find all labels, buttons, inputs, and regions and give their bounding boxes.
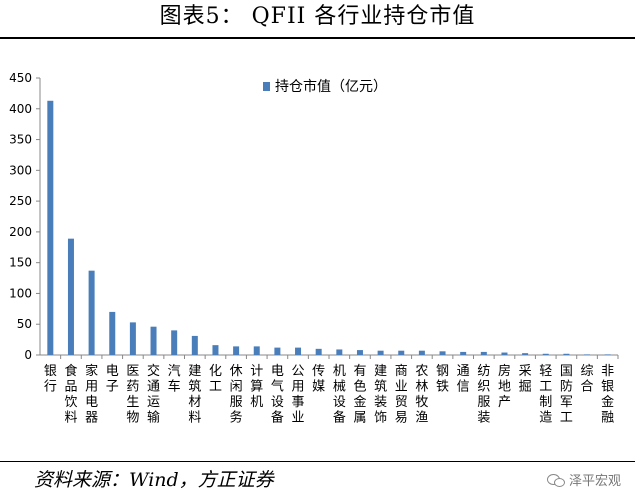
bar-19 bbox=[439, 351, 446, 355]
x-tick-label-25: 国防军工 bbox=[560, 364, 573, 426]
watermark: 泽平宏观 bbox=[546, 470, 621, 489]
x-tick-label-26: 综合 bbox=[581, 364, 594, 395]
bar-3 bbox=[109, 311, 116, 355]
bar-8 bbox=[212, 345, 219, 355]
bar-chart: 0 50 100 150 200 250 300 350 400 450 银行食品饮料家用电器电子医… bbox=[9, 71, 619, 426]
top-rule bbox=[0, 37, 635, 39]
x-tick-label-10: 计算机 bbox=[250, 364, 263, 410]
y-tick-label-4: 200 bbox=[9, 225, 32, 239]
bar-12 bbox=[295, 347, 302, 355]
x-tick-label-1: 食品饮料 bbox=[64, 363, 77, 426]
bar-25 bbox=[563, 353, 570, 355]
x-tick-label-27: 非银金融 bbox=[601, 364, 614, 426]
legend-label: 持仓市值（亿元） bbox=[275, 78, 387, 95]
x-tick-label-7: 建筑材料 bbox=[188, 364, 201, 426]
source-note: 资料来源：Wind，方正证券 bbox=[34, 469, 274, 491]
x-tick-label-0: 银行 bbox=[44, 364, 57, 395]
bar-16 bbox=[377, 350, 384, 355]
bar-24 bbox=[542, 353, 549, 355]
y-tick-label-2: 100 bbox=[9, 286, 32, 300]
y-tick-label-0: 0 bbox=[24, 348, 32, 362]
x-tick-label-23: 采掘 bbox=[519, 364, 532, 395]
x-tick-label-2: 家用电器 bbox=[85, 363, 98, 426]
bar-2 bbox=[88, 270, 95, 355]
bar-27 bbox=[604, 354, 611, 355]
x-tick-label-19: 钢铁 bbox=[436, 364, 449, 395]
bar-17 bbox=[398, 350, 405, 355]
bar-0 bbox=[47, 100, 54, 355]
bar-7 bbox=[191, 335, 198, 355]
x-tick-label-21: 纺织服装 bbox=[477, 364, 490, 426]
x-tick-label-18: 农林牧渔 bbox=[415, 364, 428, 426]
x-tick-label-16: 建筑装饰 bbox=[374, 364, 387, 426]
y-tick-label-3: 150 bbox=[9, 256, 32, 270]
x-tick-label-12: 公用事业 bbox=[292, 364, 305, 426]
y-tick-label-7: 350 bbox=[9, 133, 32, 147]
x-tick-label-3: 电子 bbox=[106, 364, 119, 395]
y-tick-label-6: 300 bbox=[9, 163, 32, 177]
x-tick-label-9: 休闲服务 bbox=[230, 364, 243, 426]
bar-23 bbox=[522, 353, 529, 355]
wechat-icon bbox=[546, 473, 565, 487]
bar-20 bbox=[460, 351, 467, 355]
x-tick-label-14: 机械设备 bbox=[333, 364, 346, 426]
bar-13 bbox=[315, 348, 322, 355]
x-tick-label-5: 交通运输 bbox=[147, 363, 160, 426]
chart-area: 0 50 100 150 200 250 300 350 400 450 银行 食品饮料 家用电器 电子医… bbox=[0, 40, 635, 460]
y-tick-label-8: 400 bbox=[9, 102, 32, 116]
x-tick-label-24: 轻工制造 bbox=[539, 364, 552, 426]
x-tick-label-20: 通信 bbox=[457, 364, 470, 395]
x-tick-label-11: 电气设备 bbox=[271, 364, 284, 426]
bottom-rule bbox=[0, 461, 635, 462]
x-tick-label-8: 化工 bbox=[209, 364, 222, 395]
chart-title: 图表5： QFII 各行业持仓市值 bbox=[159, 4, 476, 29]
bar-1 bbox=[67, 238, 74, 355]
watermark-text: 泽平宏观 bbox=[568, 474, 621, 489]
report-header: 图表5： QFII 各行业持仓市值 bbox=[0, 0, 635, 40]
bar-10 bbox=[253, 346, 260, 355]
y-tick-label-5: 250 bbox=[9, 194, 32, 208]
bar-6 bbox=[171, 330, 178, 355]
bar-9 bbox=[233, 346, 240, 355]
bar-4 bbox=[129, 322, 136, 355]
bar-11 bbox=[274, 347, 281, 355]
y-tick-label-9: 450 bbox=[9, 71, 32, 85]
y-tick-label-1: 50 bbox=[17, 317, 32, 331]
x-tick-label-22: 房地产 bbox=[498, 363, 511, 410]
bar-18 bbox=[418, 350, 425, 355]
x-tick-label-4: 医药生物 bbox=[126, 364, 139, 426]
x-tick-label-6: 汽车 bbox=[168, 364, 181, 395]
x-tick-label-15: 有色金属 bbox=[353, 364, 366, 426]
bar-21 bbox=[480, 351, 487, 355]
x-tick-label-17: 商业贸易 bbox=[395, 364, 408, 426]
legend-swatch bbox=[263, 82, 270, 91]
bar-5 bbox=[150, 326, 157, 355]
bar-22 bbox=[501, 352, 508, 355]
bar-15 bbox=[356, 350, 363, 355]
x-tick-label-13: 传媒 bbox=[312, 364, 325, 395]
bar-14 bbox=[336, 349, 343, 355]
bar-26 bbox=[584, 354, 591, 355]
